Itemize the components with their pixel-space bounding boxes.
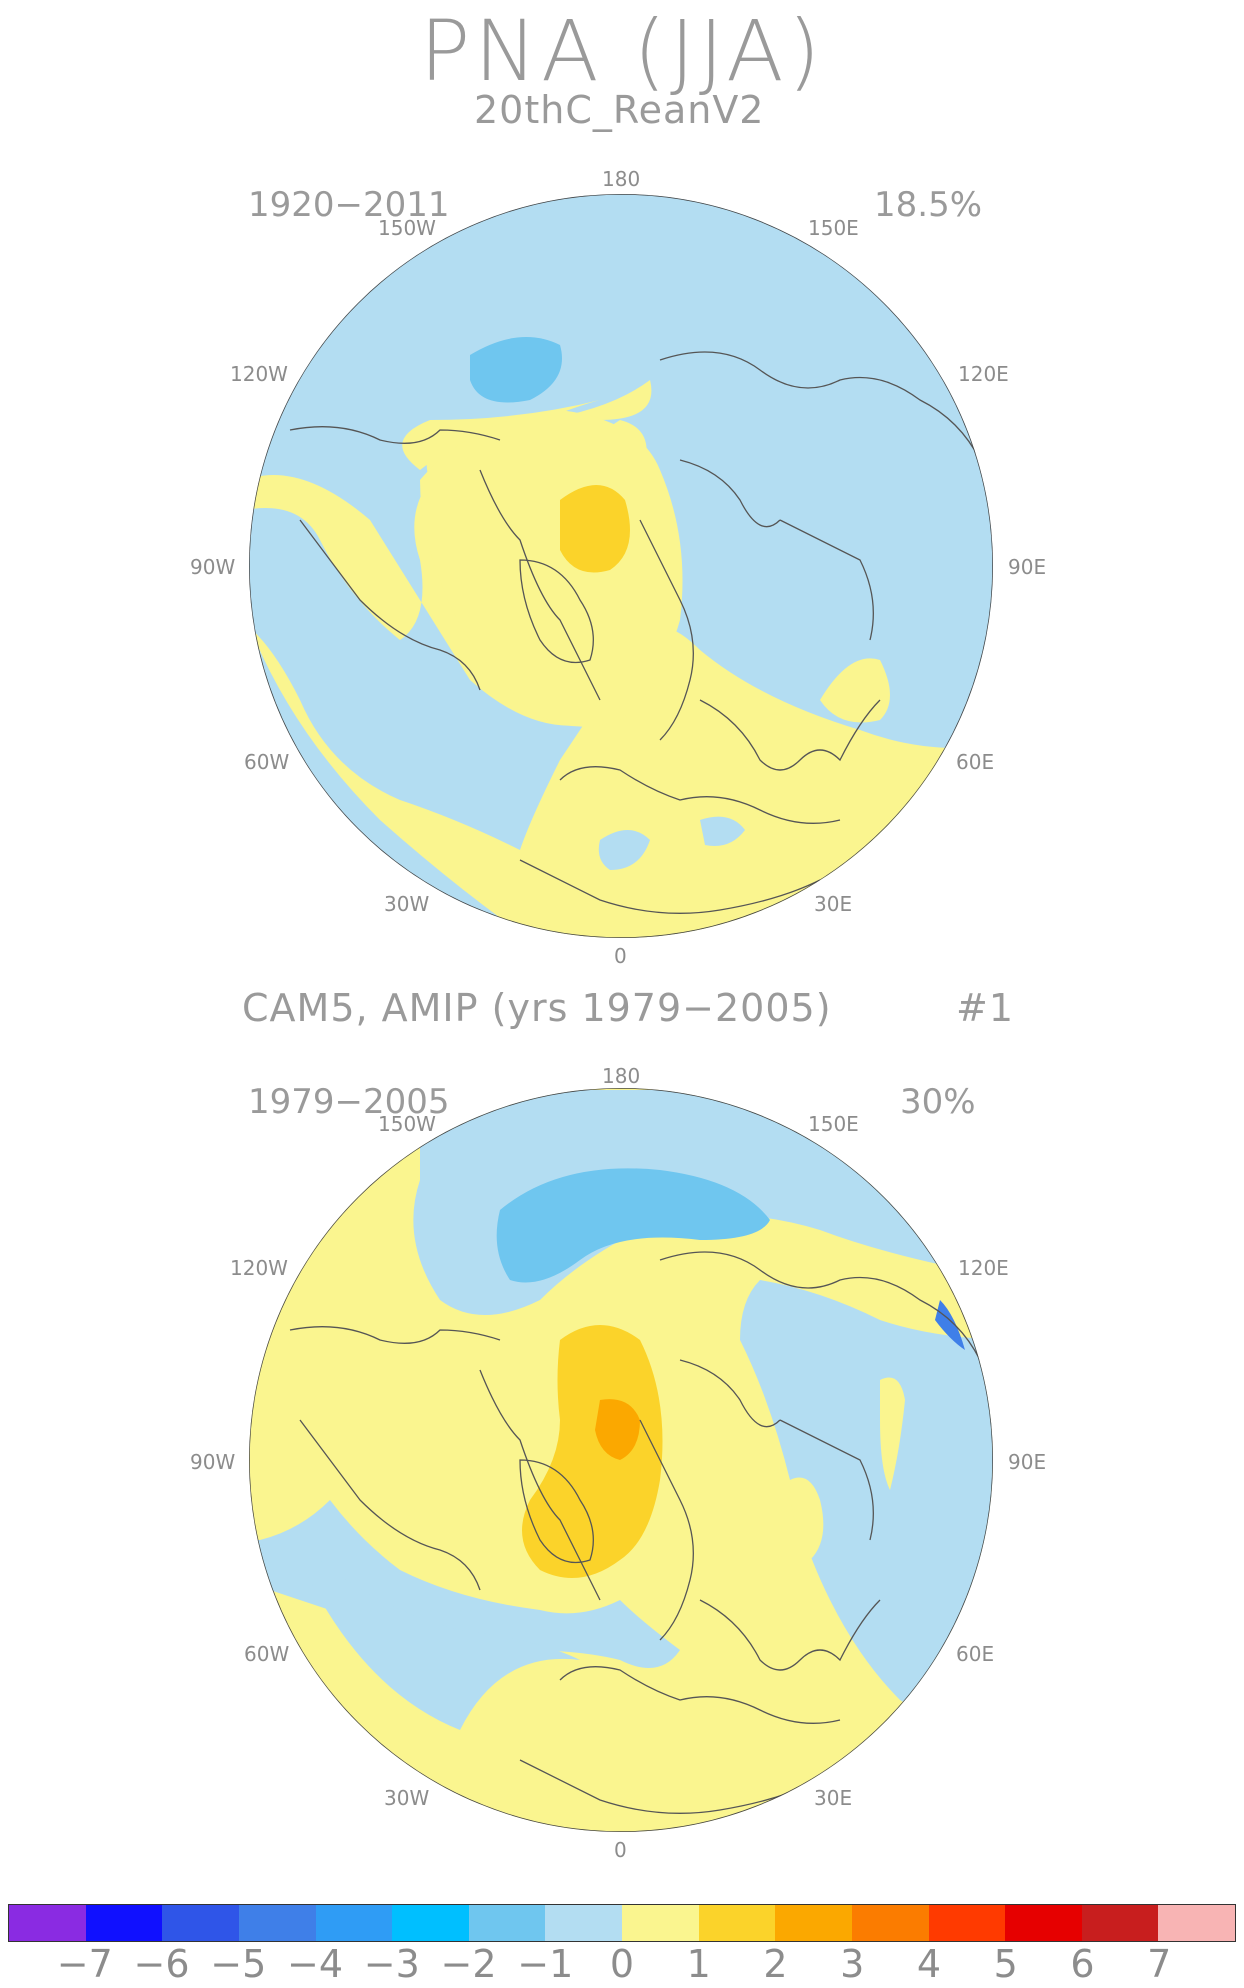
panel-2-lon-30w: 30W — [384, 1786, 430, 1810]
colorbar-swatch — [1158, 1905, 1235, 1941]
colorbar-swatch — [392, 1905, 469, 1941]
panel-1-lon-90w: 90W — [190, 555, 236, 579]
colorbar-tick-label: 7 — [1147, 1942, 1172, 1986]
panel-1-lon-60w: 60W — [244, 750, 290, 774]
panel-2-lon-90e: 90E — [1008, 1450, 1047, 1474]
panel-2-lon-90w: 90W — [190, 1450, 236, 1474]
colorbar-tick-label: −6 — [133, 1942, 190, 1986]
colorbar-tick-label: −1 — [517, 1942, 574, 1986]
main-title: PNA (JJA) — [419, 2, 825, 100]
colorbar-swatch — [1081, 1905, 1159, 1941]
panel-1-title: 20thC_ReanV2 — [474, 88, 765, 132]
colorbar-tick-label: 4 — [916, 1942, 942, 1986]
colorbar-swatch — [162, 1905, 239, 1941]
colorbar-swatch — [238, 1905, 316, 1941]
panel-2-lon-150e: 150E — [808, 1112, 859, 1136]
panel-1-lon-0: 0 — [614, 944, 627, 968]
panel-2-lon-180: 180 — [602, 1064, 641, 1088]
colorbar-swatch — [622, 1905, 699, 1941]
colorbar-swatch — [775, 1905, 852, 1941]
panel-2-lon-30e: 30E — [814, 1786, 853, 1810]
colorbar-tick-label: −3 — [363, 1942, 420, 1986]
panel-1-variance: 18.5% — [874, 185, 983, 225]
panel-2-title: CAM5, AMIP (yrs 1979−2005) — [242, 986, 832, 1030]
colorbar-swatch — [468, 1905, 546, 1941]
colorbar-swatch — [1005, 1905, 1082, 1941]
colorbar-swatch — [85, 1905, 163, 1941]
panel-2-period: 1979−2005 — [248, 1082, 450, 1122]
panel-1-lon-30e: 30E — [814, 892, 853, 916]
colorbar-tick-label: 3 — [840, 1942, 865, 1986]
colorbar-tick-label: 1 — [686, 1942, 711, 1986]
panel-1-lon-120e: 120E — [958, 362, 1009, 386]
panel-2-lon-120w: 120W — [230, 1256, 288, 1280]
colorbar-swatch — [851, 1905, 929, 1941]
panel-2-run: #1 — [956, 986, 1015, 1030]
colorbar-labels: −7 −6 −5 −4 −3 −2 −1 0 1 2 3 4 5 6 7 — [0, 1942, 1244, 1986]
colorbar-swatch — [545, 1905, 622, 1941]
panel-1-lon-30w: 30W — [384, 892, 430, 916]
colorbar-tick-label: 2 — [763, 1942, 788, 1986]
panel-1-lon-150e: 150E — [808, 216, 859, 240]
colorbar-tick-label: −2 — [440, 1942, 497, 1986]
colorbar-swatch — [9, 1905, 86, 1941]
colorbar-swatch — [928, 1905, 1006, 1941]
colorbar-tick-label: 5 — [993, 1942, 1018, 1986]
panel-1-lon-60e: 60E — [956, 750, 995, 774]
colorbar-tick-label: 6 — [1070, 1942, 1095, 1986]
panel-2-variance: 30% — [900, 1082, 976, 1122]
colorbar-tick-label: −7 — [56, 1942, 113, 1986]
colorbar-swatch — [315, 1905, 393, 1941]
panel-2-lon-0: 0 — [614, 1838, 627, 1862]
panel-2-lon-60w: 60W — [244, 1642, 290, 1666]
panel-2-lon-150w: 150W — [378, 1112, 436, 1136]
colorbar-tick-label: −4 — [286, 1942, 344, 1986]
colorbar — [8, 1904, 1236, 1942]
panel-1-period: 1920−2011 — [248, 185, 450, 225]
colorbar-tick-label: 0 — [609, 1942, 635, 1986]
colorbar-swatch — [698, 1905, 776, 1941]
colorbar-tick-label: −5 — [210, 1942, 267, 1986]
panel-2-lon-120e: 120E — [958, 1256, 1009, 1280]
panel-1-lon-150w: 150W — [378, 216, 436, 240]
panel-1-lon-90e: 90E — [1008, 555, 1047, 579]
panel-2-lon-60e: 60E — [956, 1642, 995, 1666]
panel-1-lon-120w: 120W — [230, 362, 288, 386]
panel-1-lon-180: 180 — [602, 167, 641, 191]
